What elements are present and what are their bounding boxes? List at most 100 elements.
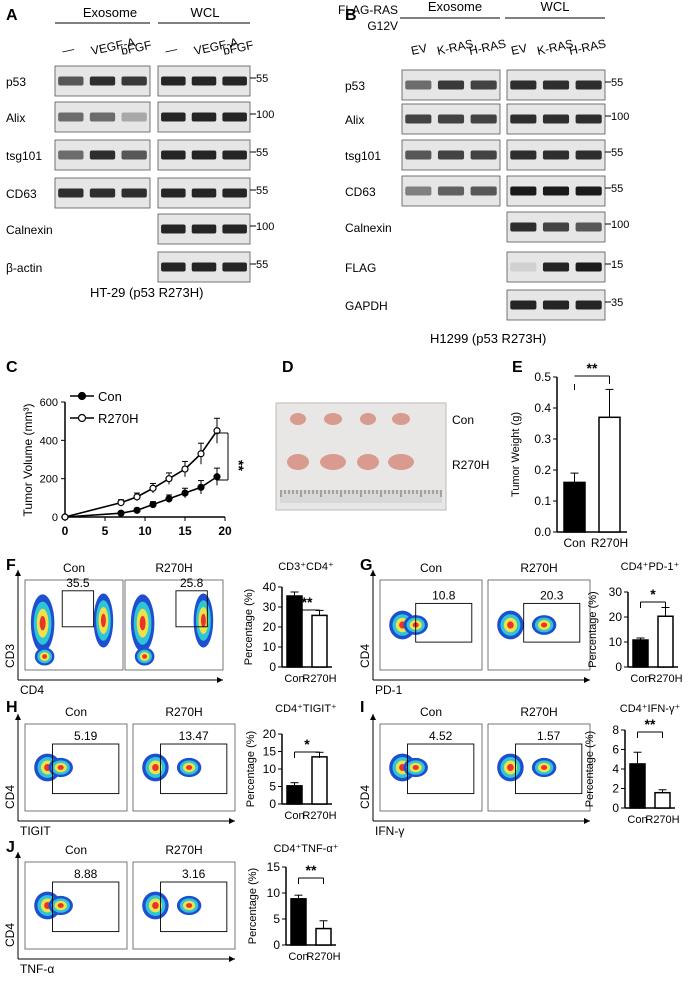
panel-label-h: H xyxy=(6,699,18,716)
x-axis-marker-label: TIGIT xyxy=(20,824,51,838)
blot-band xyxy=(89,112,116,122)
bar xyxy=(315,927,332,946)
y-axis-marker-label: CD3 xyxy=(3,644,17,668)
blot-wcl xyxy=(157,101,251,133)
bar-y-axis-label: Percentage (%) xyxy=(247,868,259,944)
blot-band xyxy=(121,188,147,198)
arrowhead xyxy=(229,818,235,824)
bar-y-tick-label: 20 xyxy=(263,727,277,741)
blot-band xyxy=(161,150,186,160)
density-core xyxy=(152,902,159,909)
gate-percent-con: 10.8 xyxy=(432,588,456,602)
flow-label-con: Con xyxy=(65,843,87,857)
bar xyxy=(629,763,646,809)
blot-row-label-b: Alix xyxy=(345,113,364,127)
gate xyxy=(52,743,120,795)
flow-label-con: Con xyxy=(420,705,442,719)
tumor-r270h xyxy=(388,454,414,470)
flow-label-mut: R270H xyxy=(165,705,202,719)
gate xyxy=(407,743,475,795)
mw-marker-b: 55 xyxy=(611,77,623,89)
blot-band xyxy=(191,188,217,198)
lane-label-wcl: bFGF xyxy=(222,38,255,58)
flow-label-con: Con xyxy=(420,561,442,575)
blot-row-label-b: p53 xyxy=(345,79,365,93)
blot-band xyxy=(58,150,84,160)
data-point xyxy=(117,509,125,517)
exosome-header-b: Exosome xyxy=(428,0,482,14)
photo-label-r270h: R270H xyxy=(452,458,489,472)
bar xyxy=(563,481,586,533)
blot-band xyxy=(542,150,570,160)
blot-band xyxy=(510,80,537,90)
blot-wcl-b xyxy=(506,251,606,283)
density-core xyxy=(57,903,64,908)
gate xyxy=(160,743,228,795)
lane-label-exosome-b: H-RAS xyxy=(468,36,507,57)
panel-label-a: A xyxy=(6,7,18,24)
blot-exosome xyxy=(54,177,151,209)
blot-band xyxy=(510,262,537,272)
mw-marker-b: 35 xyxy=(611,297,623,309)
bar xyxy=(598,416,621,533)
data-point xyxy=(181,489,189,497)
bar-y-tick-label: 8 xyxy=(612,723,619,737)
arrowhead xyxy=(370,570,376,576)
x-tick-label: 15 xyxy=(178,524,192,538)
arrowhead xyxy=(15,852,21,858)
x-axis-marker-label: TNF-α xyxy=(20,962,54,976)
arrowhead xyxy=(370,714,376,720)
bar-title: CD3⁺CD4⁺ xyxy=(278,561,334,573)
blot-wcl-b xyxy=(506,211,606,243)
x-axis-marker-label: PD-1 xyxy=(375,683,403,697)
flow-plot xyxy=(487,579,591,671)
condition-line2: G12V xyxy=(367,19,398,33)
blot-band xyxy=(437,150,465,160)
gate xyxy=(415,602,473,643)
flow-label-mut: R270H xyxy=(155,561,192,575)
blot-row-label: CD63 xyxy=(6,187,37,201)
bar-y-tick-label: 0 xyxy=(612,801,619,815)
data-point xyxy=(165,495,173,503)
blot-band xyxy=(58,188,84,198)
blot-band xyxy=(222,224,247,234)
blot-band xyxy=(191,112,217,122)
density-core xyxy=(152,764,159,771)
bar-category-label: Con xyxy=(630,673,650,685)
blot-band xyxy=(191,76,217,86)
blot-band xyxy=(121,112,147,122)
bar xyxy=(632,639,649,668)
bar-y-axis-label: Tumor Weight (g) xyxy=(510,412,522,497)
blot-band xyxy=(542,186,570,196)
blot-band xyxy=(191,150,217,160)
bar-y-tick-label: 40 xyxy=(263,580,277,594)
sig-mark: ** xyxy=(587,360,598,376)
flow-plot xyxy=(487,723,591,812)
arrowhead xyxy=(584,677,590,683)
density-core xyxy=(507,621,514,629)
blot-band xyxy=(191,262,217,272)
blot-band xyxy=(510,150,537,160)
blot-band xyxy=(161,262,186,272)
bar-y-tick-label: 30 xyxy=(263,600,277,614)
bar-y-tick-label: 15 xyxy=(263,745,277,759)
y-tick-label: 200 xyxy=(40,474,58,486)
bar-y-tick-label: 4 xyxy=(612,762,619,776)
arrowhead xyxy=(15,570,21,576)
blot-row-label-b: GAPDH xyxy=(345,299,388,313)
bar-y-axis-label: Percentage (%) xyxy=(243,589,255,665)
blot-wcl xyxy=(157,213,251,245)
blot-row-label-b: CD63 xyxy=(345,185,376,199)
flow-plot xyxy=(124,579,224,671)
bar-category-label: R270H xyxy=(591,536,628,550)
mw-marker-b: 15 xyxy=(611,259,623,271)
arrowhead xyxy=(15,714,21,720)
bar-y-tick-label: 5 xyxy=(273,912,280,926)
blot-band xyxy=(575,114,602,124)
bar-title: CD4⁺TNF-α⁺ xyxy=(273,843,338,855)
panel-label-f: F xyxy=(6,557,16,574)
blot-band xyxy=(510,222,537,232)
blot-band xyxy=(470,80,497,90)
density-core xyxy=(57,765,64,770)
blot-row-label: p53 xyxy=(6,75,26,89)
